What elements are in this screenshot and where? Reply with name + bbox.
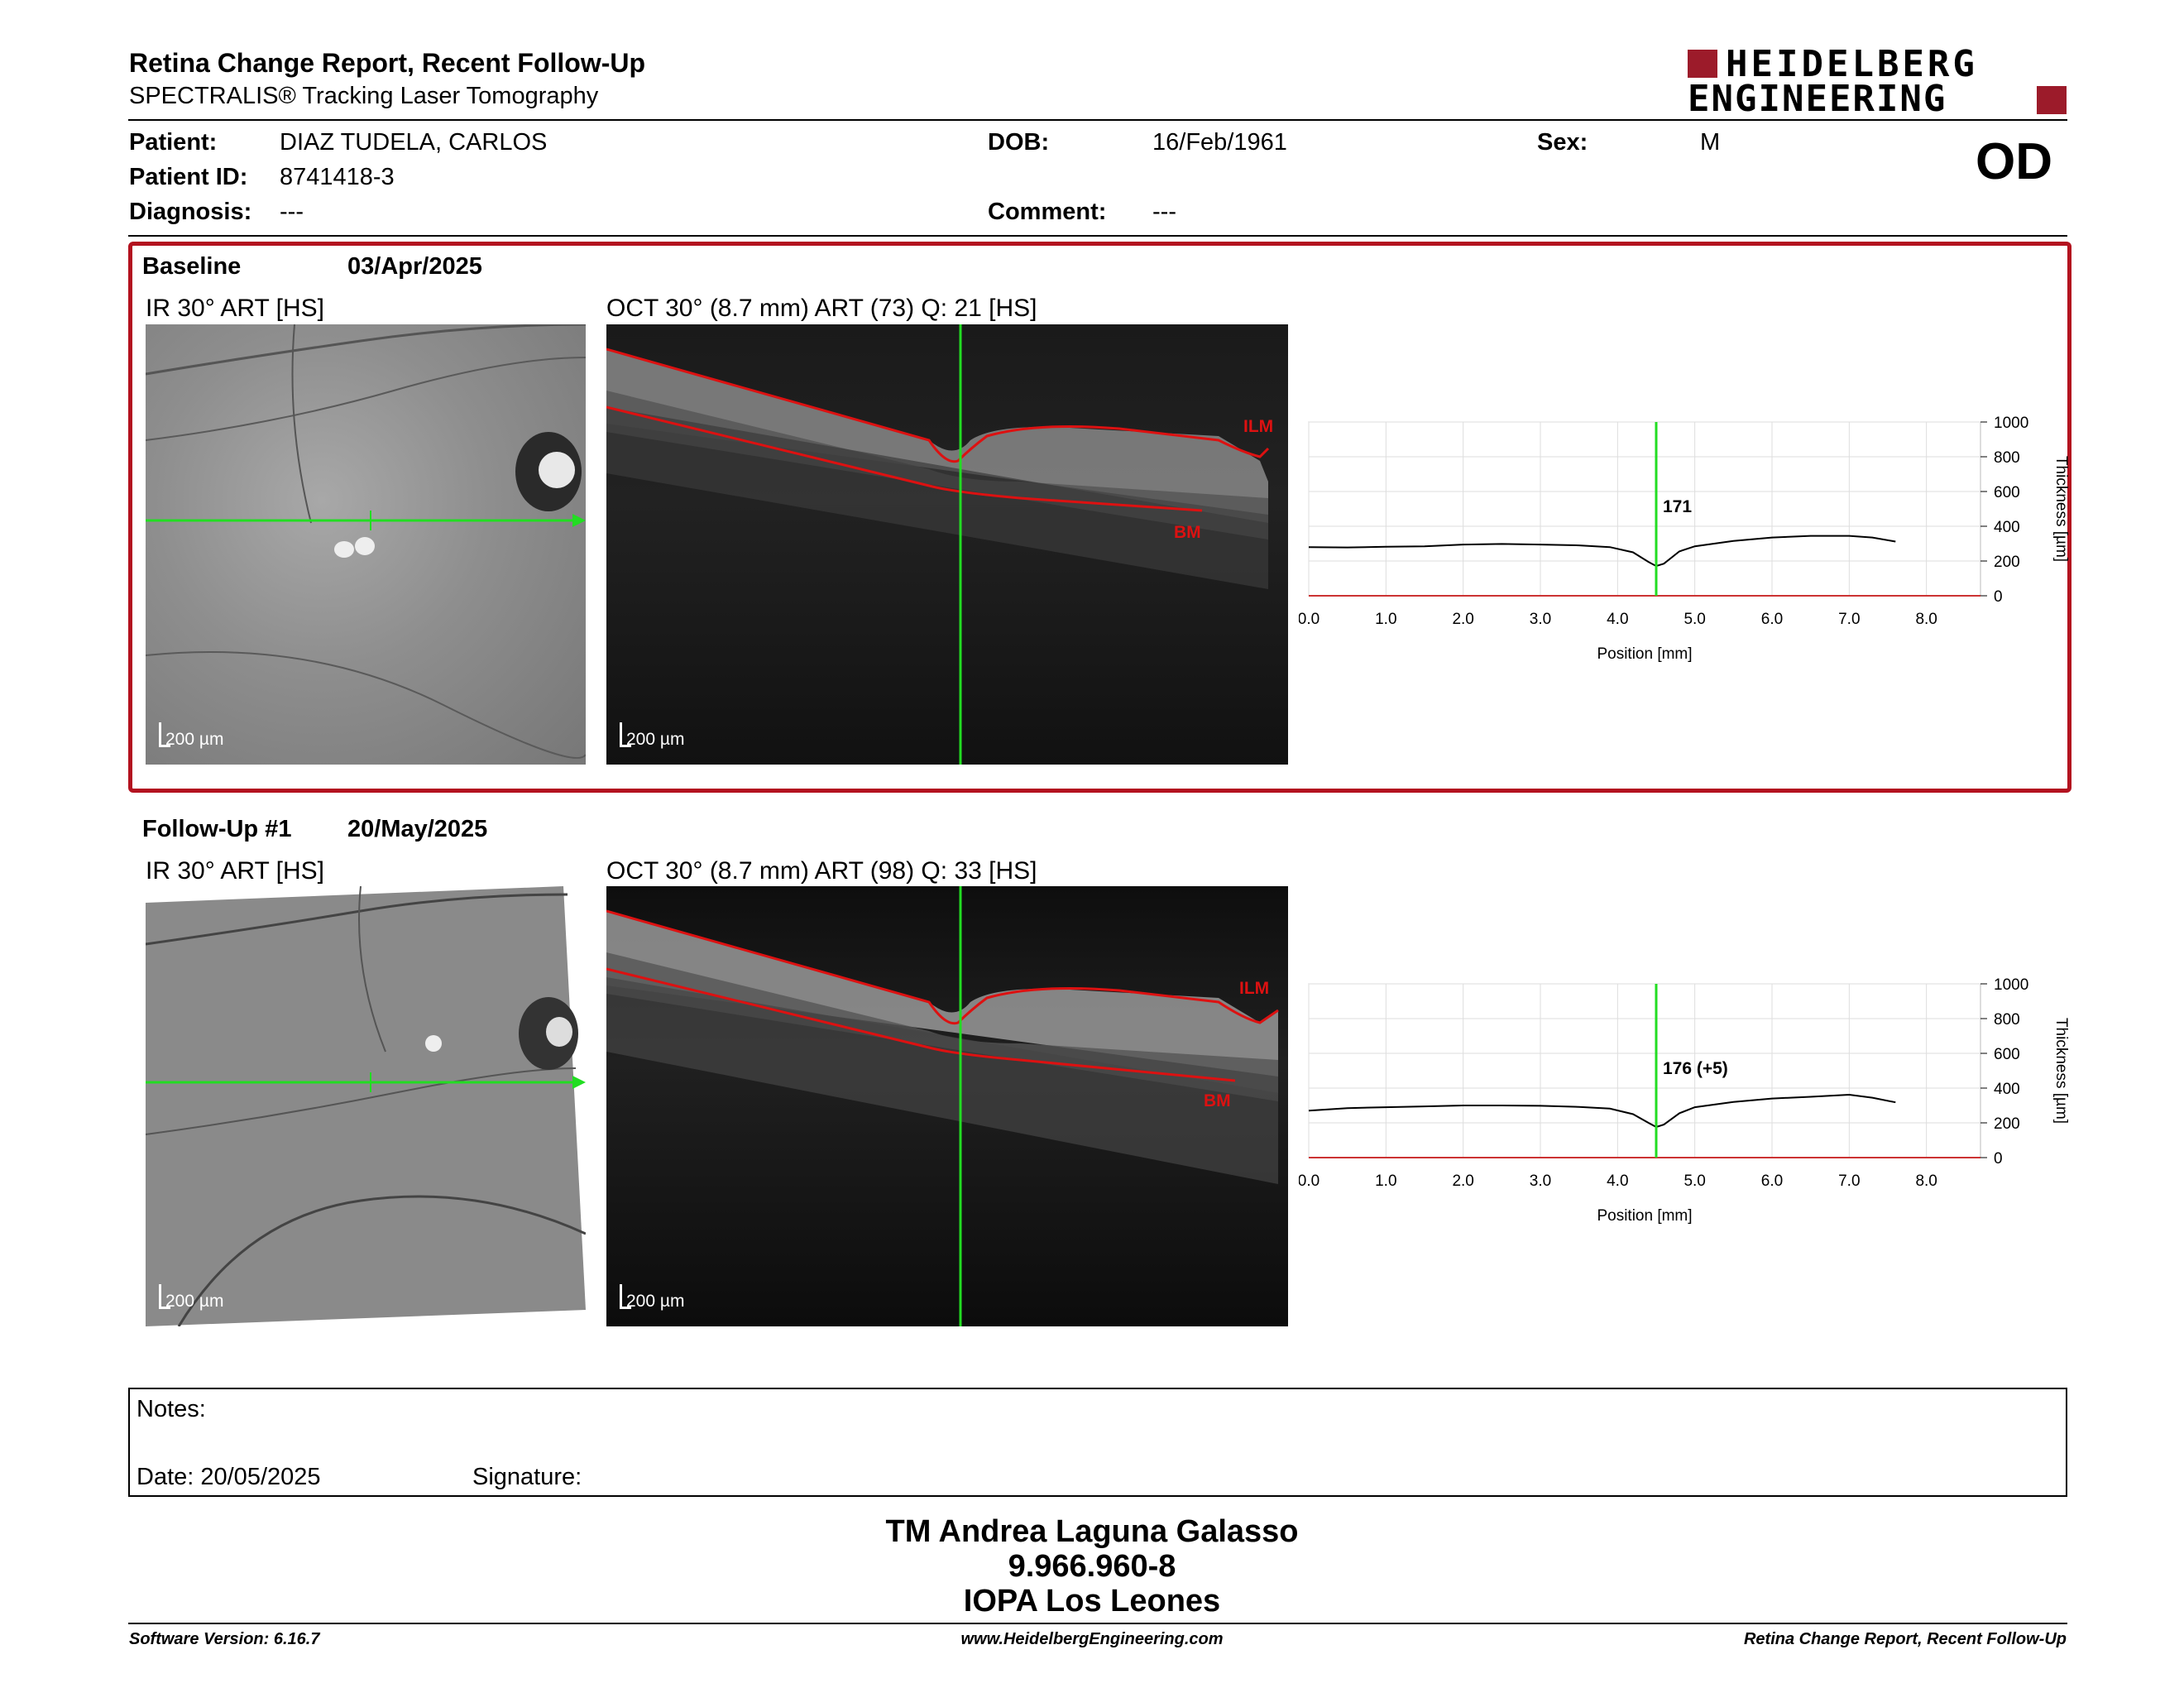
y-tick-label: 0 <box>1994 1150 2003 1168</box>
heidelberg-logo: HEIDELBERG ENGINEERING <box>1688 43 2068 120</box>
x-tick-label: 8.0 <box>1915 611 1937 628</box>
software-version: Software Version: 6.16.7 <box>129 1630 320 1648</box>
followup-bm-label: BM <box>1204 1091 1231 1110</box>
x-tick-label: 2.0 <box>1452 1172 1473 1190</box>
x-axis-label: Position [mm] <box>1597 645 1692 663</box>
baseline-oct-scale: 200 µm <box>619 722 685 749</box>
x-tick-label: 1.0 <box>1375 1172 1396 1190</box>
followup-ir-scale: 200 µm <box>158 1284 224 1311</box>
baseline-oct-image: ILM BM 200 µm <box>606 324 1288 765</box>
baseline-label: Baseline <box>142 253 242 280</box>
signer-org: IOPA Los Leones <box>963 1584 1221 1618</box>
followup-oct-image: ILM BM 200 µm <box>606 886 1288 1326</box>
y-tick-label: 400 <box>1994 519 2020 536</box>
signer-id: 9.966.960-8 <box>1008 1549 1176 1584</box>
notes-date: Date: 20/05/2025 <box>136 1464 321 1490</box>
followup-ilm-label: ILM <box>1239 979 1270 998</box>
signature-label: Signature: <box>472 1464 582 1490</box>
diagnosis-value: --- <box>280 199 304 225</box>
x-tick-label: 0.0 <box>1299 611 1320 628</box>
x-tick-label: 2.0 <box>1452 611 1473 628</box>
comment-value: --- <box>1152 199 1176 225</box>
dob-value: 16/Feb/1961 <box>1152 129 1287 156</box>
x-tick-label: 5.0 <box>1684 611 1705 628</box>
baseline-ir-title: IR 30° ART [HS] <box>146 295 324 322</box>
baseline-ilm-label: ILM <box>1243 417 1274 436</box>
y-tick-label: 800 <box>1994 449 2020 467</box>
followup-ir-image: 200 µm <box>146 886 586 1326</box>
thickness-value-label: 176 (+5) <box>1663 1059 1728 1078</box>
patient-label: Patient: <box>129 129 218 156</box>
y-tick-label: 1000 <box>1994 976 2028 994</box>
x-tick-label: 7.0 <box>1838 611 1860 628</box>
eye-label: OD <box>1976 133 2052 190</box>
report-title: Retina Change Report, Recent Follow-Up <box>129 48 646 78</box>
baseline-ir-image: 200 µm <box>146 324 586 765</box>
signer-name: TM Andrea Laguna Galasso <box>885 1514 1299 1549</box>
y-tick-label: 400 <box>1994 1081 2020 1098</box>
footer-report-name: Retina Change Report, Recent Follow-Up <box>1743 1630 2067 1648</box>
x-tick-label: 4.0 <box>1607 611 1628 628</box>
report-subtitle: SPECTRALIS® Tracking Laser Tomography <box>129 83 599 109</box>
baseline-thickness-chart: 0.0 1.0 2.0 3.0 4.0 5.0 6.0 7.0 8.0 0 200 400 600 800… <box>1299 415 2070 663</box>
x-tick-label: 5.0 <box>1684 1172 1705 1190</box>
baseline-bm-label: BM <box>1174 523 1201 542</box>
y-tick-label: 600 <box>1994 484 2020 501</box>
thickness-value-label: 171 <box>1663 497 1692 516</box>
x-tick-label: 1.0 <box>1375 611 1396 628</box>
baseline-oct-title: OCT 30° (8.7 mm) ART (73) Q: 21 [HS] <box>606 295 1037 322</box>
baseline-frame <box>128 242 2071 793</box>
y-tick-label: 200 <box>1994 554 2020 571</box>
x-tick-label: 8.0 <box>1915 1172 1937 1190</box>
y-tick-label: 1000 <box>1994 415 2028 432</box>
followup-date: 20/May/2025 <box>347 816 488 842</box>
followup-oct-title: OCT 30° (8.7 mm) ART (98) Q: 33 [HS] <box>606 857 1037 885</box>
patient-id-label: Patient ID: <box>129 164 248 190</box>
y-tick-label: 600 <box>1994 1046 2020 1063</box>
sex-value: M <box>1700 129 1721 156</box>
footer-url[interactable]: www.HeidelbergEngineering.com <box>960 1630 1224 1648</box>
x-tick-label: 4.0 <box>1607 1172 1628 1190</box>
followup-ir-title: IR 30° ART [HS] <box>146 857 324 885</box>
followup-label: Follow-Up #1 <box>142 816 292 842</box>
notes-box: Notes: Date: 20/05/2025 Signature: <box>128 1388 2067 1497</box>
y-axis-label: Thickness [µm] <box>2052 456 2070 562</box>
x-tick-label: 3.0 <box>1530 611 1551 628</box>
patient-id: 8741418-3 <box>280 164 395 190</box>
followup-oct-scale: 200 µm <box>619 1284 685 1311</box>
y-tick-label: 0 <box>1994 588 2003 606</box>
baseline-date: 03/Apr/2025 <box>347 253 482 280</box>
x-tick-label: 7.0 <box>1838 1172 1860 1190</box>
x-tick-label: 0.0 <box>1299 1172 1320 1190</box>
y-tick-label: 200 <box>1994 1115 2020 1133</box>
followup-thickness-chart: 0.0 1.0 2.0 3.0 4.0 5.0 6.0 7.0 8.0 0 200 400 600 800… <box>1299 976 2070 1225</box>
comment-label: Comment: <box>988 199 1107 225</box>
y-tick-label: 800 <box>1994 1011 2020 1029</box>
chart-plot-area <box>1308 421 1981 597</box>
patient-name: DIAZ TUDELA, CARLOS <box>280 129 548 156</box>
thickness-line <box>1308 1093 1896 1129</box>
baseline-ir-scale: 200 µm <box>158 722 224 749</box>
dob-label: DOB: <box>988 129 1050 156</box>
diagnosis-label: Diagnosis: <box>129 199 252 225</box>
y-axis-label: Thickness [µm] <box>2052 1018 2070 1124</box>
notes-label: Notes: <box>136 1396 206 1422</box>
sex-label: Sex: <box>1537 129 1588 156</box>
thickness-line <box>1308 535 1896 568</box>
chart-plot-area <box>1308 983 1981 1158</box>
x-axis-label: Position [mm] <box>1597 1207 1692 1225</box>
x-tick-label: 6.0 <box>1761 611 1783 628</box>
x-tick-label: 3.0 <box>1530 1172 1551 1190</box>
x-tick-label: 6.0 <box>1761 1172 1783 1190</box>
